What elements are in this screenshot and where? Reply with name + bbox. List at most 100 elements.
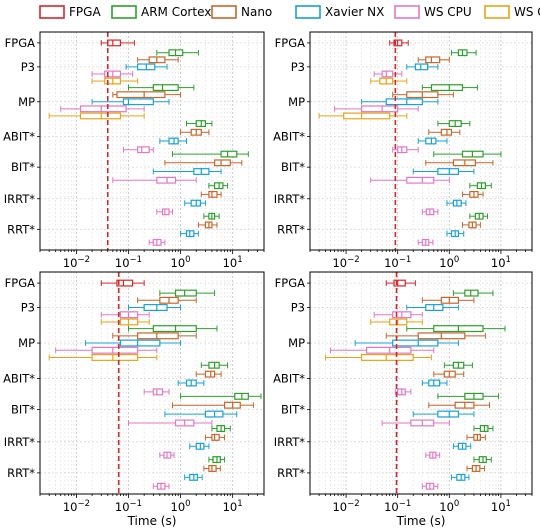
box-mp-ws-gpu [325, 353, 432, 361]
box-irrtstar-xavier-nx [452, 442, 472, 450]
box-fpga-fpga [100, 39, 135, 47]
ytick-label: FPGA [275, 36, 305, 50]
box-mp-nano [392, 91, 454, 99]
box-irrtstar-arm-cortex [211, 425, 231, 432]
ytick-label: FPGA [275, 276, 305, 290]
box-rrtstar-nano [203, 464, 221, 472]
box-p3-arm-cortex [156, 49, 199, 57]
box-mp-arm-cortex [406, 325, 506, 333]
xtick-label: 101 [223, 255, 243, 270]
legend-label-2: Nano [241, 5, 272, 19]
box-irrtstar-xavier-nx [446, 199, 467, 207]
box-bitstar-ws-cpu [127, 419, 213, 427]
axes-frame-panel-0 [39, 31, 265, 251]
box-p3-arm-cortex [452, 289, 494, 297]
box-bitstar-nano [425, 159, 494, 167]
panel-1: FPGA P3 MP ABIT* BIT* IRRT* RRT* 10−2 10−1 100 101 [273, 31, 533, 270]
box-rrtstar-ws-cpu [417, 238, 434, 246]
box-rrtstar-nano [461, 221, 481, 229]
xtick-label: 10−1 [384, 499, 411, 514]
box-bitstar-ws-cpu [370, 176, 450, 184]
xtick-label: 101 [223, 499, 243, 514]
xtick-label: 100 [171, 255, 191, 270]
ytick-label: ABIT* [3, 372, 35, 386]
ytick-label: IRRT* [4, 192, 36, 206]
box-abitstar-nano [195, 370, 222, 378]
xtick-label: 10−1 [115, 255, 142, 270]
box-mp-arm-cortex [127, 84, 195, 92]
box-rrtstar-xavier-nx [450, 473, 470, 481]
box-mp-arm-cortex [127, 325, 218, 333]
box-mp-arm-cortex [421, 84, 478, 92]
ytick-label: BIT* [11, 160, 35, 174]
box-abitstar-ws-cpu [122, 146, 154, 154]
xtick-label: 100 [171, 499, 191, 514]
ytick-label: MP [288, 336, 305, 350]
xtick-label: 100 [439, 255, 459, 270]
xtick-label: 10−1 [115, 499, 142, 514]
axes-frame-panel-1 [309, 31, 533, 251]
x-axis-label: Time (s) [127, 514, 177, 528]
box-abitstar-nano [180, 128, 210, 136]
box-p3-ws-cpu [91, 70, 134, 78]
box-irrtstar-nano [466, 433, 486, 441]
box-rrtstar-ws-cpu [152, 482, 170, 490]
ytick-label: ABIT* [273, 372, 305, 386]
box-fpga-fpga [100, 279, 145, 287]
box-bitstar-nano [164, 159, 243, 167]
box-p3-ws-cpu [373, 311, 423, 319]
box-bitstar-arm-cortex [171, 150, 249, 158]
box-irrtstar-ws-cpu [421, 208, 439, 216]
box-irrtstar-arm-cortex [208, 182, 229, 190]
xtick-label: 10−1 [384, 255, 411, 270]
legend-swatch-1 [111, 5, 137, 19]
box-bitstar-nano [428, 401, 490, 409]
ytick-label: P3 [291, 301, 305, 315]
xtick-label: 10−2 [332, 499, 359, 514]
box-bitstar-xavier-nx [412, 410, 475, 418]
legend-swatch-5 [484, 5, 510, 19]
ytick-label: RRT* [7, 466, 35, 480]
box-abitstar-xavier-nx [421, 379, 448, 387]
ytick-label: RRT* [277, 222, 305, 236]
ytick-label: RRT* [7, 222, 35, 236]
box-p3-xavier-nx [406, 304, 459, 312]
box-bitstar-arm-cortex [437, 392, 500, 400]
box-mp-xavier-nx [361, 98, 439, 106]
box-abitstar-nano [428, 128, 461, 136]
xtick-label: 10−2 [63, 255, 90, 270]
axes-frame-panel-3 [309, 271, 533, 495]
box-bitstar-nano [171, 401, 254, 409]
ytick-label: MP [288, 95, 305, 109]
box-mp-ws-cpu [60, 105, 145, 113]
box-p3-xavier-nx [406, 63, 439, 71]
legend-swatch-0 [39, 5, 65, 19]
legend-label-5: WS GPU [514, 5, 540, 19]
ytick-label: FPGA [5, 36, 35, 50]
box-irrtstar-xavier-nx [189, 442, 210, 450]
box-p3-arm-cortex [159, 289, 216, 297]
ytick-label: ABIT* [3, 130, 35, 144]
box-abitstar-xavier-nx [159, 137, 187, 145]
panel-3: FPGA P3 MP ABIT* BIT* IRRT* RRT* 10−2 10−1 100 101… [273, 271, 533, 528]
ytick-label: IRRT* [274, 192, 306, 206]
legend-swatch-4 [394, 5, 420, 19]
box-abitstar-arm-cortex [437, 120, 471, 127]
box-abitstar-ws-cpu [143, 388, 170, 396]
box-rrtstar-nano [466, 464, 485, 472]
box-p3-nano [137, 296, 197, 304]
box-abitstar-xavier-nx [177, 379, 205, 387]
box-irrtstar-nano [461, 190, 484, 198]
box-mp-ws-gpu [48, 112, 145, 120]
xtick-label: 101 [491, 499, 511, 514]
box-p3-nano [137, 56, 179, 64]
box-p3-ws-cpu [100, 311, 150, 319]
ytick-label: P3 [291, 60, 305, 74]
box-abitstar-arm-cortex [185, 120, 213, 127]
box-mp-nano [112, 91, 182, 99]
box-p3-ws-cpu [373, 70, 403, 78]
box-p3-nano [421, 296, 475, 304]
box-bitstar-ws-cpu [381, 419, 450, 427]
